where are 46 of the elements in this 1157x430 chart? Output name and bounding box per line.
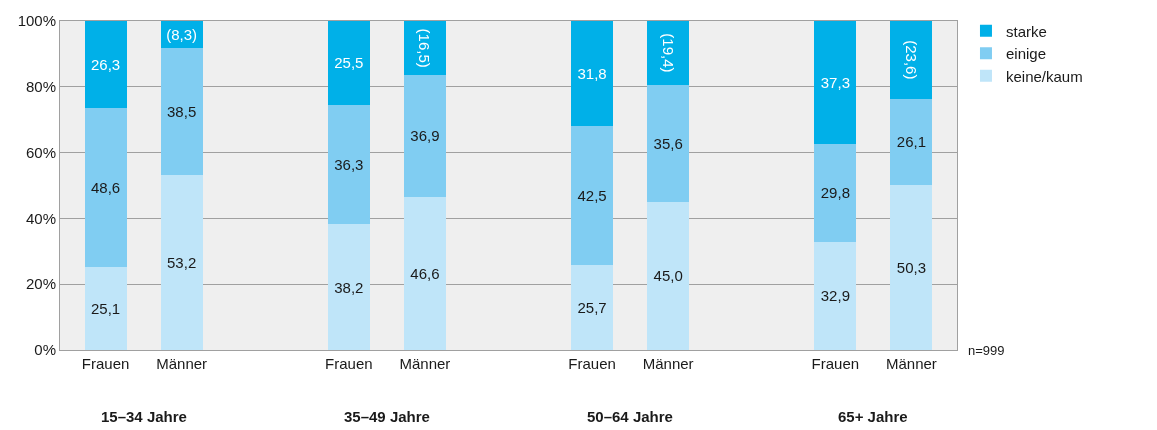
data-label: 53,2	[167, 253, 197, 271]
data-label: 26,3	[91, 55, 121, 73]
data-label: (16,5)	[416, 28, 434, 68]
x-tick-label: Frauen	[81, 355, 130, 372]
x-tick-label: Männer	[642, 355, 694, 372]
text: 50–64 Jahre	[587, 408, 673, 425]
data-label: 45,0	[653, 267, 683, 285]
data-label: 42,5	[577, 187, 607, 205]
data-label: 25,1	[91, 300, 121, 318]
data-label: 35,6	[653, 134, 683, 152]
x-tick-label: Frauen	[568, 355, 616, 372]
data-label: 38,2	[334, 278, 364, 296]
legend-label: einige	[1005, 45, 1047, 63]
data-label: 46,6	[410, 264, 440, 282]
y-tick-label: 20%	[25, 275, 56, 293]
text: 15–34 Jahre	[101, 408, 187, 425]
data-label: 32,9	[820, 287, 850, 305]
y-tick-label: 40%	[25, 209, 56, 227]
legend-label: keine/kaum	[1005, 67, 1083, 85]
y-tick-label: 0%	[34, 341, 56, 359]
data-label: 38,5	[167, 103, 197, 121]
x-tick-label: Männer	[399, 355, 451, 372]
y-tick-label: 80%	[25, 78, 56, 96]
x-tick-label: Männer	[885, 355, 937, 372]
data-label: 36,3	[334, 156, 364, 174]
data-label: 36,9	[410, 127, 440, 145]
data-label: 37,3	[820, 73, 850, 91]
data-label: 31,8	[577, 64, 607, 82]
data-label: 25,7	[577, 299, 607, 317]
text: 35–49 Jahre	[344, 408, 430, 425]
data-label: (8,3)	[166, 26, 198, 44]
data-label: 25,5	[334, 54, 364, 72]
y-tick-label: 100%	[17, 12, 56, 30]
text: n=999	[968, 343, 1005, 358]
x-tick-label: Männer	[156, 355, 208, 372]
data-label: 48,6	[91, 178, 121, 196]
y-tick-label: 60%	[25, 143, 56, 161]
data-label: 26,1	[896, 133, 926, 151]
x-tick-label: Frauen	[811, 355, 860, 372]
text: 65+ Jahre	[838, 408, 908, 425]
data-label: (23,6)	[902, 40, 920, 80]
legend-label: starke	[1005, 22, 1047, 40]
x-tick-label: Frauen	[325, 355, 373, 372]
data-label: 29,8	[820, 184, 850, 202]
data-label: (19,4)	[659, 33, 677, 73]
data-label: 50,3	[896, 258, 926, 276]
